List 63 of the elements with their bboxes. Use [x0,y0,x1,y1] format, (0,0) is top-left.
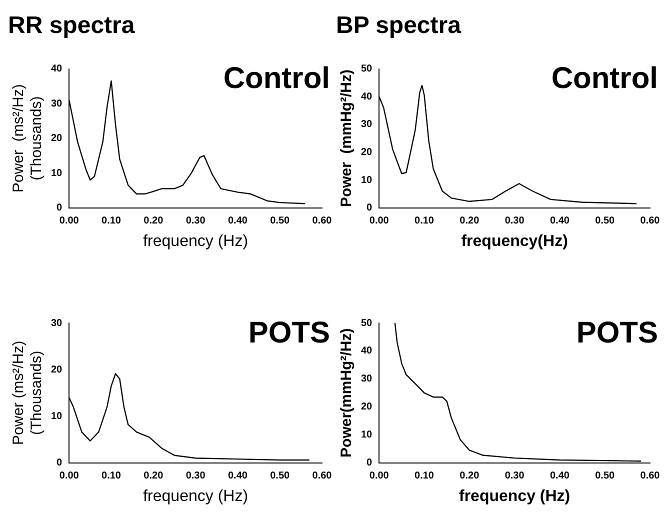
chart-title: RR spectra [8,12,136,40]
x-axis-title: frequency (Hz) [143,488,248,505]
x-tick-label: 0.20 [144,470,164,482]
chart-title: BP spectra [336,12,462,40]
x-tick-label: 0.60 [640,470,660,482]
x-tick-label: 0.50 [270,216,290,227]
y-tick-label: 30 [51,318,63,329]
x-axis-title: frequency (Hz) [459,488,570,505]
x-axis-title: frequency(Hz) [461,232,568,250]
y-tick-label: 20 [51,133,63,144]
y-tick-label: 10 [51,410,63,422]
y-tick-label: 20 [51,364,63,376]
x-tick-label: 0.50 [270,470,290,482]
x-tick-label: 0.50 [595,216,616,227]
y-tick-label: 40 [51,64,63,75]
x-tick-label: 0.10 [102,470,122,482]
x-axis-title: frequency (Hz) [143,232,248,250]
y-axis-title: Power (ms²/Hz) (Thousands) [10,84,46,192]
x-tick-label: 0.40 [550,470,570,482]
x-tick-label: 0.00 [369,470,390,482]
x-tick-label: 0.30 [186,470,206,482]
y-tick-label: 10 [361,430,373,441]
x-tick-label: 0.30 [504,470,525,482]
x-tick-label: 0.20 [144,216,164,227]
y-tick-label: 10 [361,174,373,186]
x-tick-label: 0.40 [550,216,570,227]
x-tick-label: 0.40 [228,470,248,482]
y-tick-label: 20 [361,402,373,413]
y-tick-label: 30 [51,98,63,110]
y-tick-label: 0 [366,458,373,469]
y-tick-label: 0 [366,202,373,214]
annotation: POTS [248,316,330,350]
y-axis-title: Power (ms²/Hz) (Thousands) [10,340,46,445]
x-tick-label: 0.10 [102,216,122,227]
x-tick-label: 0.30 [504,216,525,227]
annotation: Control [223,62,330,96]
x-tick-label: 0.60 [312,470,332,482]
x-tick-label: 0.20 [460,216,480,227]
x-tick-label: 0.60 [312,216,332,227]
y-tick-label: 0 [56,202,63,214]
x-tick-label: 0.00 [369,216,390,227]
x-tick-label: 0.10 [414,470,434,482]
x-tick-label: 0.00 [59,470,80,482]
y-tick-label: 30 [361,374,373,385]
y-tick-label: 40 [361,91,373,102]
y-tick-label: 50 [361,64,373,75]
y-tick-label: 40 [361,346,373,357]
y-tick-label: 10 [51,168,63,179]
x-tick-label: 0.00 [59,216,80,227]
y-tick-label: 0 [56,458,63,469]
y-axis-title: Power(mmHg²/Hz) [338,328,356,458]
x-tick-label: 0.30 [186,216,206,227]
y-tick-label: 30 [361,119,373,130]
x-tick-label: 0.60 [640,216,660,227]
x-tick-label: 0.40 [228,216,248,227]
x-tick-label: 0.20 [460,470,480,482]
x-tick-label: 0.50 [595,470,616,482]
annotation: Control [551,62,658,96]
y-tick-label: 50 [361,318,373,329]
annotation: POTS [576,316,658,350]
x-tick-label: 0.10 [414,216,434,227]
y-axis-title: Power (mmHg²/Hz) [338,70,356,208]
y-tick-label: 20 [361,146,373,158]
